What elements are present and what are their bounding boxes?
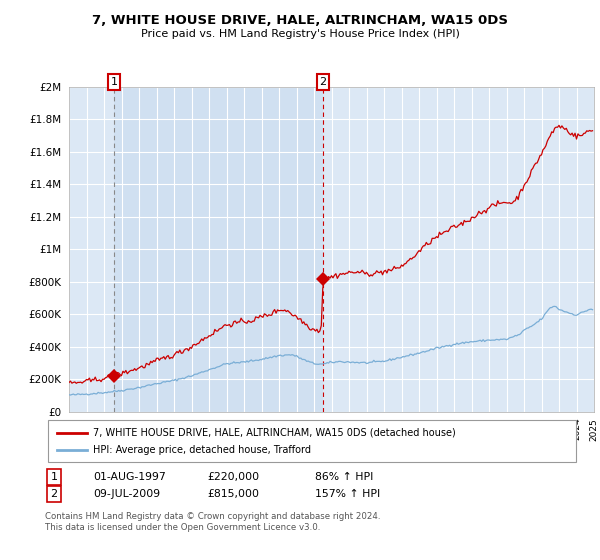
Text: 01-AUG-1997: 01-AUG-1997 <box>93 472 166 482</box>
Text: Price paid vs. HM Land Registry's House Price Index (HPI): Price paid vs. HM Land Registry's House … <box>140 29 460 39</box>
Text: Contains HM Land Registry data © Crown copyright and database right 2024.
This d: Contains HM Land Registry data © Crown c… <box>45 512 380 532</box>
Text: 86% ↑ HPI: 86% ↑ HPI <box>315 472 373 482</box>
Text: 157% ↑ HPI: 157% ↑ HPI <box>315 489 380 499</box>
Bar <box>114 87 323 412</box>
Text: 7, WHITE HOUSE DRIVE, HALE, ALTRINCHAM, WA15 0DS: 7, WHITE HOUSE DRIVE, HALE, ALTRINCHAM, … <box>92 14 508 27</box>
Text: 09-JUL-2009: 09-JUL-2009 <box>93 489 160 499</box>
Text: 2: 2 <box>50 489 58 499</box>
Text: 7, WHITE HOUSE DRIVE, HALE, ALTRINCHAM, WA15 0DS (detached house): 7, WHITE HOUSE DRIVE, HALE, ALTRINCHAM, … <box>93 428 456 437</box>
Text: £815,000: £815,000 <box>207 489 259 499</box>
Text: 1: 1 <box>50 472 58 482</box>
Text: £220,000: £220,000 <box>207 472 259 482</box>
Text: HPI: Average price, detached house, Trafford: HPI: Average price, detached house, Traf… <box>93 445 311 455</box>
Text: 2: 2 <box>320 77 326 87</box>
Text: 1: 1 <box>111 77 118 87</box>
